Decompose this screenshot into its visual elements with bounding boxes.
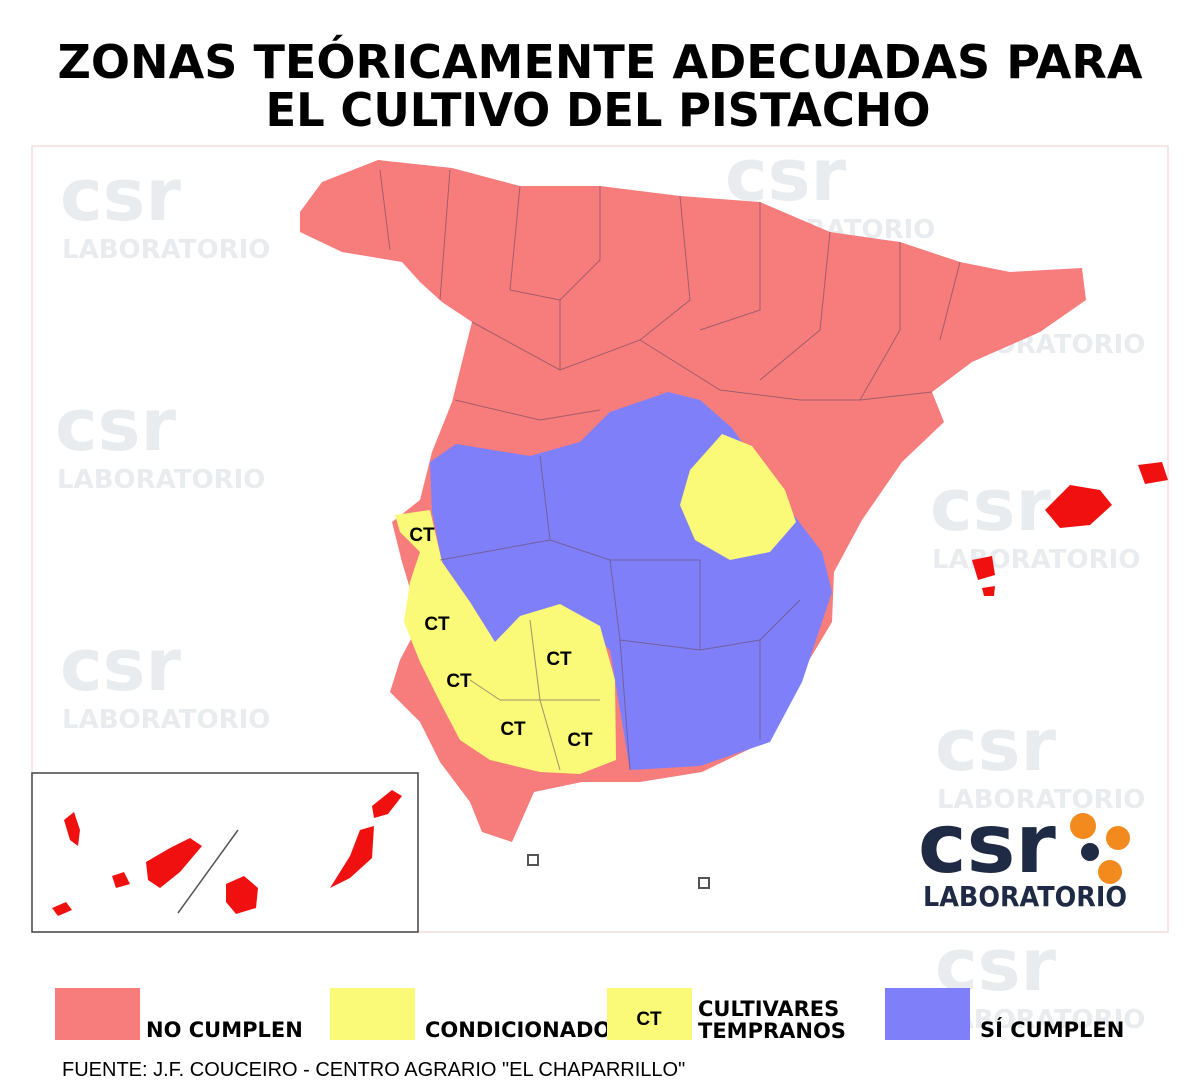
watermark-mark: csr [55, 383, 177, 467]
baleares [972, 462, 1168, 596]
logo-dot [1070, 813, 1096, 839]
ct-label: CT [500, 719, 526, 740]
legend-label: NO CUMPLEN [146, 1018, 303, 1042]
watermark-text: LABORATORIO [932, 545, 1140, 575]
watermark-text: LABORATORIO [937, 785, 1145, 815]
region-condicionado [680, 434, 796, 560]
canarias-inset [31, 772, 419, 933]
legend-swatch [885, 988, 970, 1040]
watermark-text: LABORATORIO [62, 235, 270, 265]
title-line: EL CULTIVO DEL PISTACHO [266, 83, 931, 137]
legend-swatch [55, 988, 140, 1040]
legend-label: CONDICIONADO [425, 1018, 611, 1042]
legend-label: TEMPRANOS [698, 1019, 846, 1043]
watermark-text: LABORATORIO [62, 705, 270, 735]
logo-mark: csr [918, 797, 1056, 892]
watermark-mark: csr [930, 463, 1052, 547]
logo-text: LABORATORIO [923, 880, 1127, 913]
ct-label: CT [546, 649, 572, 670]
inset-divider [177, 829, 239, 914]
region-condicionado [395, 510, 616, 774]
map-frame [31, 145, 1169, 933]
logo: csr LABORATORIO [918, 797, 1130, 913]
logo-dot [1081, 843, 1099, 861]
watermark-mark: csr [935, 703, 1057, 787]
logo-dot [1098, 860, 1122, 884]
watermark-mark: csr [60, 623, 182, 707]
ct-label: CT [446, 671, 472, 692]
ct-label: CT [567, 730, 593, 751]
melilla [698, 877, 710, 889]
province-borders [379, 169, 961, 771]
watermark-mark: csr [60, 153, 182, 237]
legend-swatch [607, 988, 692, 1040]
legend-label: SÍ CUMPLEN [980, 1017, 1124, 1042]
islands [52, 790, 402, 916]
source: FUENTE: J.F. COUCEIRO - CENTRO AGRARIO "… [62, 1059, 685, 1081]
logo-dot [1106, 826, 1130, 850]
watermark-text: LABORATORIO [937, 1005, 1145, 1035]
legend-label: CULTIVARES [698, 997, 839, 1021]
ct-label: CT [409, 525, 435, 546]
legend: NO CUMPLEN CONDICIONADO CT CULTIVARES TE… [55, 988, 1124, 1043]
watermark-text: LABORATORIO [57, 465, 265, 495]
spain-map [300, 160, 1168, 889]
title-line: ZONAS TEÓRICAMENTE ADECUADAS PARA [58, 35, 1143, 89]
ct-label: CT [424, 614, 450, 635]
legend-swatch [330, 988, 415, 1040]
legend-tag: CT [636, 1009, 662, 1030]
ct-labels: CT CT CT CT CT CT [409, 525, 593, 751]
ceuta [527, 854, 539, 866]
